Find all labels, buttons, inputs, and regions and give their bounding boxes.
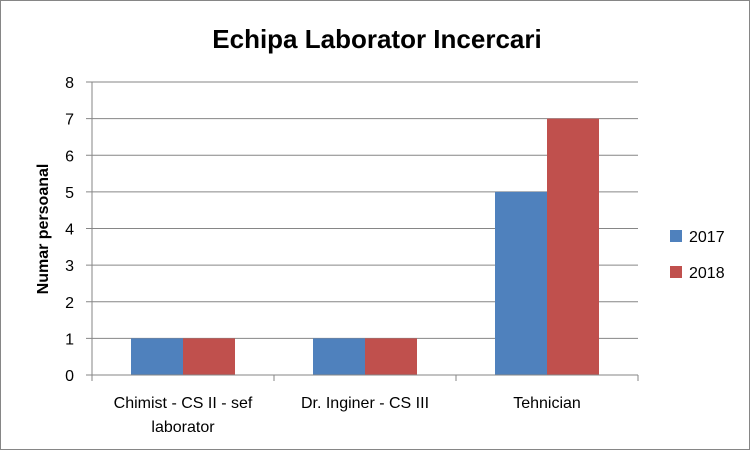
bar-2018-1	[365, 338, 417, 375]
y-tick-labels: 0 1 2 3 4 5 6 7 8	[65, 75, 74, 385]
y-tick-label: 8	[65, 75, 74, 92]
bars	[131, 118, 599, 375]
y-tick-label: 6	[65, 148, 74, 165]
legend-label-2018: 2018	[689, 265, 725, 282]
y-tick-label: 5	[65, 185, 74, 202]
legend-swatch-2017	[670, 230, 682, 242]
bar-2017-1	[313, 338, 365, 375]
y-tick-label: 3	[65, 258, 74, 275]
bar-2017-2	[495, 191, 547, 375]
x-category-label: Tehnician	[513, 395, 581, 412]
bar-2017-0	[131, 338, 183, 375]
y-tick-label: 0	[65, 368, 74, 385]
y-tick-label: 7	[65, 112, 74, 129]
y-tick-label: 1	[65, 331, 74, 348]
axes	[91, 82, 639, 381]
chart-title: Echipa Laborator Incercari	[212, 24, 541, 54]
bar-2018-2	[547, 118, 599, 375]
y-tick-label: 4	[65, 222, 74, 239]
y-axis-label: Numar persoanal	[35, 164, 52, 295]
legend-swatch-2018	[670, 266, 682, 278]
x-category-labels: Chimist - CS II - sef laborator Dr. Ingine…	[114, 395, 581, 436]
y-tick-label: 2	[65, 295, 74, 312]
x-category-label: Chimist - CS II - sef	[114, 395, 253, 412]
legend-label-2017: 2017	[689, 229, 725, 246]
x-category-label: Dr. Inginer - CS III	[301, 395, 429, 412]
x-category-label: laborator	[151, 419, 215, 436]
bar-2018-0	[183, 338, 235, 375]
legend: 2017 2018	[670, 229, 725, 282]
